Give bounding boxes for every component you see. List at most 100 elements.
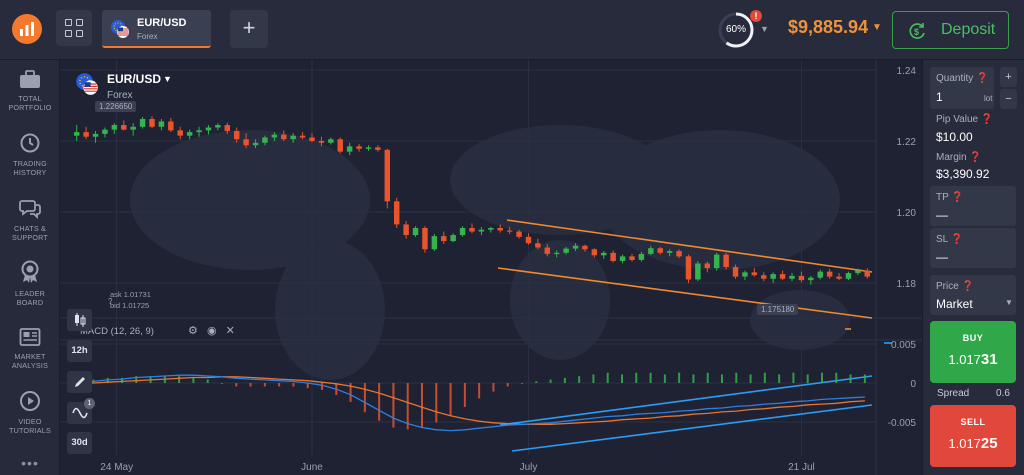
candle-body <box>403 224 409 236</box>
candle-body <box>657 248 663 253</box>
macd-histogram-bar <box>606 372 609 383</box>
date-tick-label: 21 Jul <box>788 462 815 473</box>
macd-main-line <box>79 374 865 432</box>
candle-body <box>469 227 475 232</box>
macd-histogram-bar <box>492 383 495 392</box>
macd-histogram-bar <box>263 383 266 387</box>
sl-value: — <box>936 250 948 264</box>
chart-axes: 1.24 1.22 1.20 1.18 0.005 0 -0.005 24 May June Ju… <box>100 66 916 473</box>
sidebar-item-trading-history[interactable]: TRADING HISTORY <box>0 132 60 177</box>
wave-icon <box>71 407 88 419</box>
macd-histogram-bar <box>221 383 223 384</box>
chevron-down-icon[interactable]: ▼ <box>760 24 769 34</box>
candle-body <box>412 227 419 236</box>
ask-bid-readout: ask 1.01731 bid 1.01725 <box>110 289 151 311</box>
sell-button[interactable]: SELL 1.01725 <box>930 405 1016 467</box>
chart-type-button[interactable] <box>67 309 92 331</box>
macd-histogram-bar <box>521 383 523 384</box>
sidebar-item-total-portfolio[interactable]: TOTAL PORTFOLIO <box>0 69 60 112</box>
info-icon: ❓ <box>976 73 989 84</box>
sidebar-item-chats-support[interactable]: CHATS & SUPPORT <box>0 197 60 242</box>
macd-histogram-bar <box>292 383 295 387</box>
stop-loss-field[interactable] <box>930 228 1016 268</box>
sidebar-item-leaderboard[interactable]: LEADER BOARD <box>0 260 60 307</box>
info-icon: ❓ <box>980 114 994 125</box>
macd-histogram-bar <box>363 383 366 413</box>
alert-badge: ! <box>750 10 762 22</box>
candle-body <box>111 125 118 130</box>
price-tick-label: 1.22 <box>897 137 917 148</box>
close-icon[interactable]: ✕ <box>225 325 235 337</box>
chevron-down-icon: ▼ <box>1005 298 1013 307</box>
take-profit-field[interactable] <box>930 186 1016 226</box>
eye-icon[interactable]: ◉ <box>206 325 217 337</box>
layout-grid-button[interactable] <box>56 10 92 46</box>
more-menu-icon[interactable]: ••• <box>21 455 39 471</box>
candle-body <box>516 231 522 237</box>
quantity-field[interactable] <box>930 67 994 109</box>
add-asset-button[interactable]: + <box>230 10 268 48</box>
macd-histogram-bar <box>549 379 552 383</box>
candle-body <box>713 254 720 269</box>
price-type-select[interactable] <box>930 275 1016 315</box>
candle-body <box>695 263 701 280</box>
quantity-value[interactable]: 1 <box>936 90 943 104</box>
candle-body <box>422 227 428 250</box>
macd-channel-lower-line <box>511 404 873 452</box>
period-button[interactable]: 30d <box>67 432 92 454</box>
asset-tab-name: EUR/USD <box>137 17 187 29</box>
timeframe-button[interactable]: 12h <box>67 340 92 362</box>
macd-histogram-bar <box>706 372 709 383</box>
sell-label: SELL <box>960 417 986 427</box>
candle-body <box>215 125 221 128</box>
quantity-increase-button[interactable]: + <box>1000 67 1017 87</box>
sidebar-item-video-tutorials[interactable]: VIDEO TUTORIALS <box>0 390 60 435</box>
instrument-type: Forex <box>107 90 133 101</box>
help-icon[interactable]: ? <box>108 297 113 306</box>
ask-price: ask 1.01731 <box>110 290 151 299</box>
briefcase-icon <box>20 70 40 88</box>
sidebar-item-market-analysis[interactable]: MARKET ANALYSIS <box>0 327 60 370</box>
candle-body <box>299 135 306 138</box>
price-chart[interactable]: 1.24 1.22 1.20 1.18 0.005 0 -0.005 24 May June Ju… <box>60 60 922 475</box>
progress-label: 60% <box>725 24 746 35</box>
candle-body <box>638 253 645 260</box>
top-bar: EUR/USD Forex + 60% ! ▼ $9,885.94 ▼ $ De… <box>0 0 1024 60</box>
margin-label: Margin ❓ <box>936 152 982 163</box>
info-icon: ❓ <box>951 192 964 203</box>
sl-label: SL ❓ <box>936 234 964 245</box>
candle-body <box>186 132 193 136</box>
quantity-unit: lot <box>984 94 993 103</box>
price-label: Price ❓ <box>936 281 975 292</box>
settings-gear-icon[interactable]: ⚙ <box>188 325 198 337</box>
macd-histogram-bar <box>663 374 666 383</box>
candle-body <box>346 146 353 152</box>
drawing-tools-button[interactable] <box>67 371 92 393</box>
candle-body <box>205 127 212 131</box>
buy-button[interactable]: BUY 1.01731 <box>930 321 1016 383</box>
macd-tick-label: -0.005 <box>888 418 917 429</box>
candle-body <box>817 271 823 278</box>
macd-tick-label: 0 <box>910 379 916 390</box>
account-balance[interactable]: $9,885.94 <box>788 17 869 37</box>
spread-label: Spread <box>937 388 970 399</box>
balance-chevron-down-icon[interactable]: ▼ <box>872 22 882 33</box>
macd-histogram-bar <box>135 376 138 383</box>
macd-histogram-bar <box>392 383 395 428</box>
candle-body <box>233 131 240 140</box>
deposit-button[interactable]: $ Deposit <box>892 11 1009 49</box>
macd-histogram-bar <box>206 379 209 383</box>
sidebar-label: CHATS & SUPPORT <box>11 224 48 242</box>
progress-ring[interactable] <box>717 11 755 49</box>
app-logo-icon[interactable] <box>12 14 42 44</box>
macd-histogram-bar <box>649 372 652 383</box>
candlestick-icon <box>74 313 85 327</box>
candle-body <box>610 252 616 261</box>
asset-tab-eurusd[interactable]: EUR/USD Forex <box>102 10 211 48</box>
history-icon <box>20 133 40 153</box>
candle-body <box>384 149 391 202</box>
chat-icon <box>19 200 41 219</box>
left-sidebar: TOTAL PORTFOLIO TRADING HISTORY CHATS & SUP… <box>0 60 60 475</box>
quantity-decrease-button[interactable]: − <box>1000 89 1017 109</box>
candle-body <box>629 256 635 260</box>
